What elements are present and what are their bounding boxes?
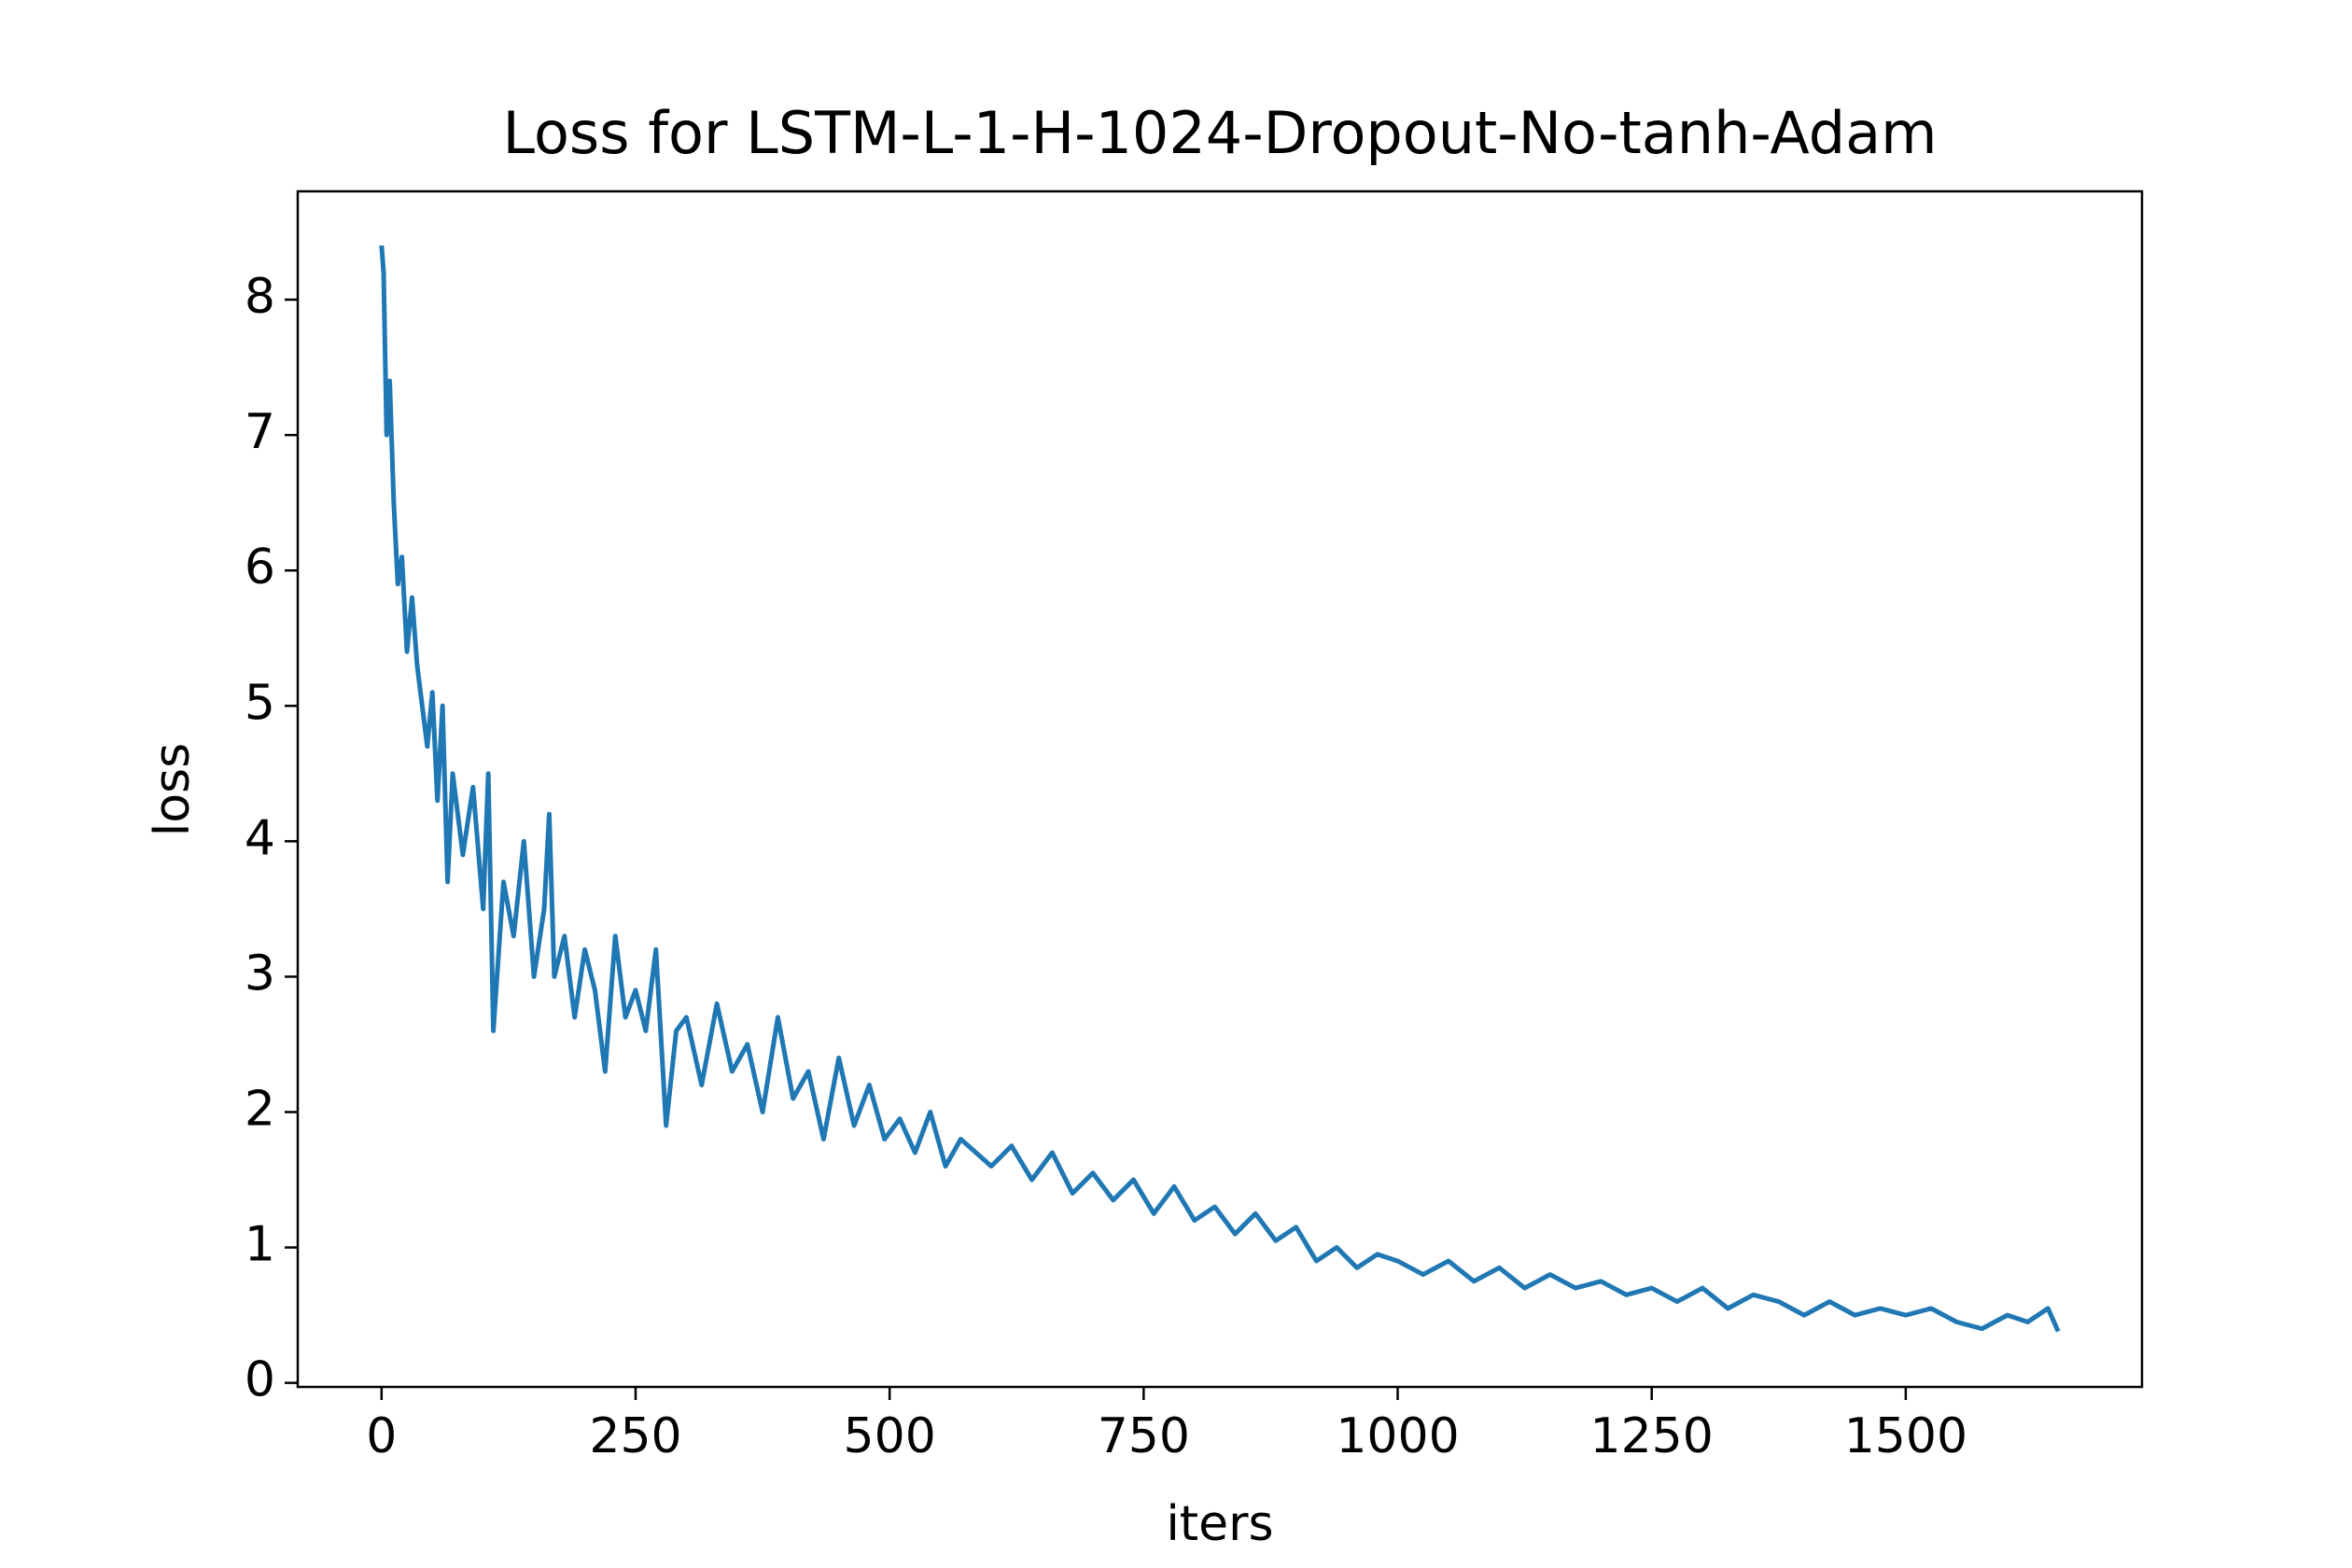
x-tick-label: 1500 [1844, 1408, 1967, 1464]
chart-title: Loss for LSTM-L-1-H-1024-Dropout-No-tanh… [503, 99, 1938, 167]
y-tick-label: 0 [245, 1352, 275, 1408]
y-tick-label: 4 [245, 810, 275, 866]
y-tick-label: 6 [245, 539, 275, 595]
x-tick-label: 1000 [1336, 1408, 1459, 1464]
y-tick-label: 7 [245, 404, 275, 460]
y-axis-label: loss [145, 743, 201, 836]
x-tick-label: 500 [844, 1408, 936, 1464]
plot-frame [296, 189, 2144, 1389]
x-tick-label: 750 [1098, 1408, 1190, 1464]
y-tick-label: 1 [245, 1217, 275, 1273]
y-tick-label: 3 [245, 945, 275, 1001]
y-tick-label: 8 [245, 269, 275, 325]
x-axis-label: iters [1166, 1496, 1273, 1552]
y-tick-label: 2 [245, 1082, 275, 1138]
y-tick-label: 5 [245, 675, 275, 731]
x-tick-label: 1250 [1590, 1408, 1714, 1464]
x-tick-label: 250 [589, 1408, 681, 1464]
loss-line [379, 245, 2061, 1333]
x-tick-label: 0 [366, 1408, 397, 1464]
